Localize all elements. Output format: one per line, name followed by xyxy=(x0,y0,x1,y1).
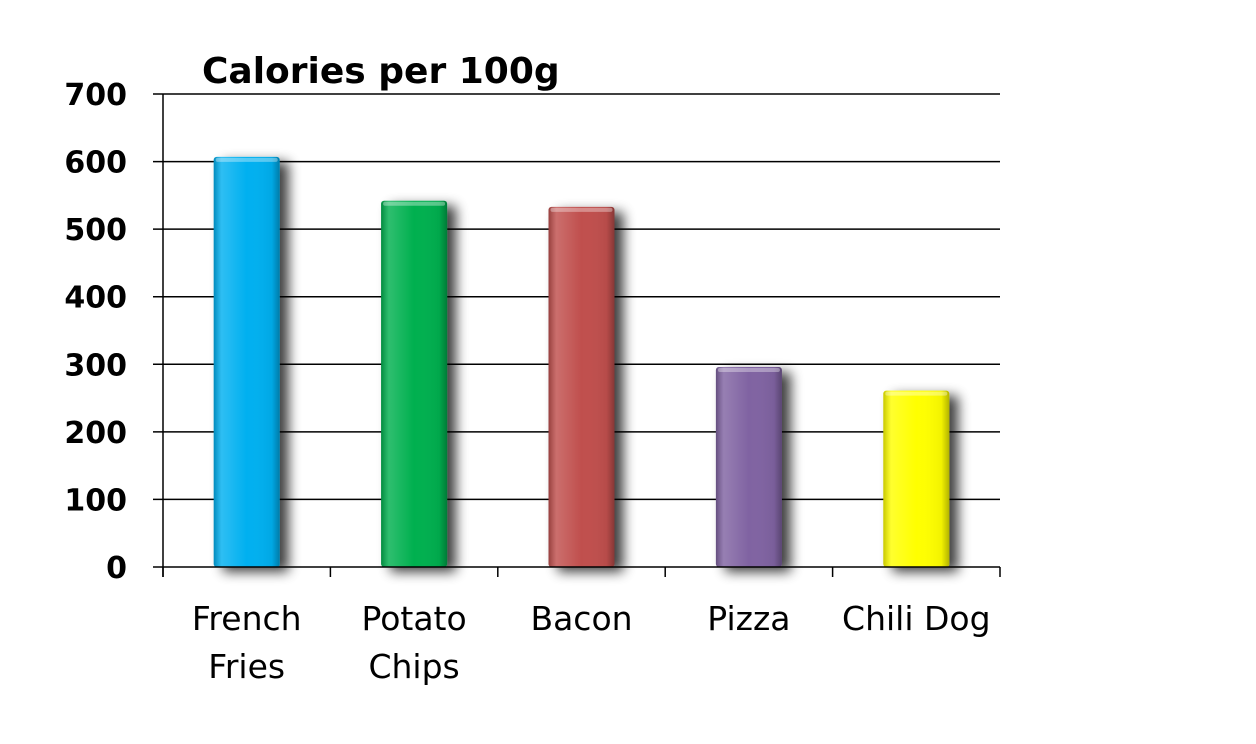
bar-chili-dog xyxy=(883,390,950,567)
x-tick-label: Chili Dog xyxy=(842,599,991,638)
bar-gloss xyxy=(213,156,280,567)
bar-gloss xyxy=(883,390,950,567)
y-tick-label: 500 xyxy=(64,213,127,248)
bar-gloss xyxy=(715,366,782,567)
chart-title: Calories per 100g xyxy=(202,51,560,92)
bar-gloss xyxy=(381,200,448,567)
bar-highlight xyxy=(383,201,446,206)
x-tick-label: Bacon xyxy=(530,599,632,638)
x-tick-label: Potato Chips xyxy=(361,599,466,686)
bar-highlight xyxy=(885,391,948,396)
y-tick-label: 0 xyxy=(106,551,127,586)
y-tick-label: 700 xyxy=(64,78,127,113)
bar-pizza xyxy=(715,366,782,567)
bar-gloss xyxy=(548,206,615,567)
bars xyxy=(213,156,950,567)
y-tick-label: 600 xyxy=(64,146,127,181)
bar-highlight xyxy=(717,367,780,372)
y-tick-label: 300 xyxy=(64,348,127,383)
bar-bacon xyxy=(548,206,615,567)
bar-highlight xyxy=(550,207,613,212)
y-tick-label: 100 xyxy=(64,483,127,518)
axes xyxy=(153,94,1001,577)
x-tick-label: French Fries xyxy=(192,599,302,686)
y-tick-label: 200 xyxy=(64,416,127,451)
bar-potato-chips xyxy=(381,200,448,567)
tick-labels: 0 100 200 300 400 500 600 700 French Fries Potato C… xyxy=(64,78,990,686)
bar-highlight xyxy=(215,157,278,162)
x-tick-label: Pizza xyxy=(707,599,790,638)
bar-french-fries xyxy=(213,156,280,567)
y-tick-label: 400 xyxy=(64,281,127,316)
